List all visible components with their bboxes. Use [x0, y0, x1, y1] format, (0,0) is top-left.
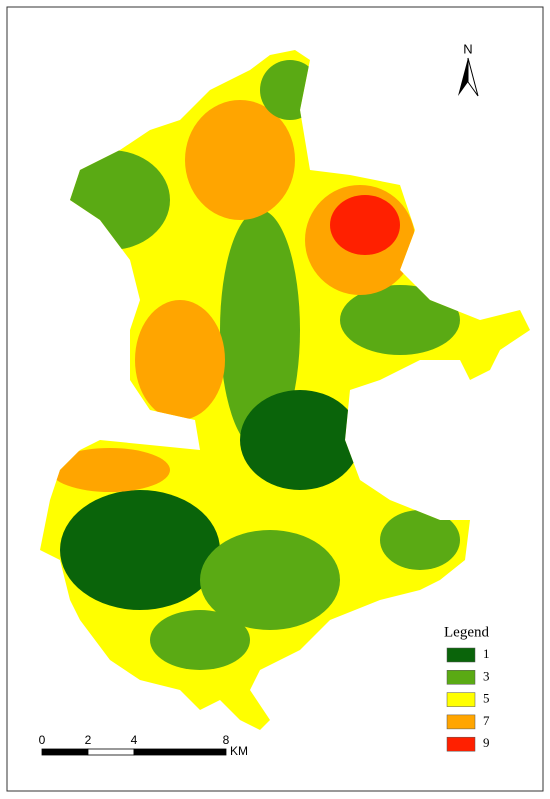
scale-label: 4 [131, 733, 138, 747]
legend: 1 3 5 7 9 [446, 646, 490, 752]
suitability-7 [135, 300, 225, 420]
scale-label: 0 [39, 733, 46, 747]
suitability-3 [200, 530, 340, 630]
suitability-1 [240, 390, 360, 490]
map-frame [6, 6, 544, 792]
legend-label: 9 [483, 735, 490, 750]
legend-swatch [446, 670, 476, 685]
suitability-9 [330, 195, 400, 255]
legend-swatch [446, 714, 476, 730]
north-arrow [458, 58, 468, 96]
suitability-3 [150, 610, 250, 670]
scale-segment [41, 748, 89, 756]
scale-label: 8 [223, 733, 230, 747]
legend-swatch [446, 736, 476, 752]
legend-label: 3 [483, 668, 490, 683]
scale-segment [87, 748, 135, 756]
north-label: N [463, 41, 472, 56]
suitability-3 [340, 285, 460, 355]
legend-label: 5 [483, 691, 490, 706]
legend-swatch [446, 692, 476, 707]
suitability-7 [50, 448, 170, 492]
suitability-3 [220, 210, 300, 450]
suitability-3 [260, 60, 320, 120]
legend-swatch [446, 647, 476, 663]
suitability-7 [185, 100, 295, 220]
suitability-3 [50, 150, 170, 250]
scale-unit: KM [230, 744, 248, 758]
legend-title: Legend [444, 624, 489, 640]
scale-segment [133, 748, 227, 756]
scale-bar: 0 2 4 8KM [39, 733, 248, 758]
suitability-3 [380, 510, 460, 570]
north-arrow [467, 57, 479, 97]
suitability-1 [60, 490, 220, 610]
legend-label: 7 [483, 713, 490, 728]
scale-label: 2 [85, 733, 92, 747]
legend-label: 1 [483, 646, 490, 661]
